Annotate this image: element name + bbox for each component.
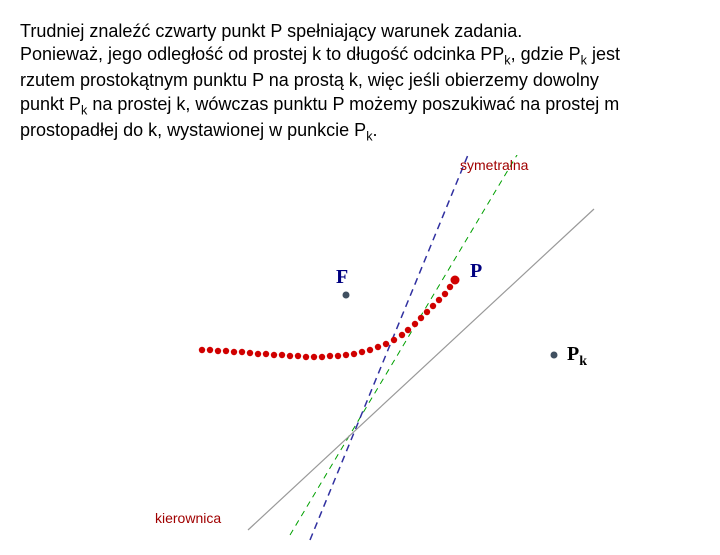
svg-text:F: F — [336, 266, 348, 288]
t4a: punkt P — [20, 94, 81, 114]
t3: rzutem prostokątnym punktu P na prostą k… — [20, 70, 599, 90]
diagram-svg: symetralna F P Pk kierownica — [20, 155, 700, 555]
svg-text:kierownica: kierownica — [155, 510, 221, 526]
t4b: na prostej k, wówczas punktu P możemy po… — [87, 94, 619, 114]
t2c: jest — [587, 44, 620, 64]
svg-text:symetralna: symetralna — [460, 157, 529, 173]
t1: Trudniej znaleźć czwarty punkt P spełnia… — [20, 21, 522, 41]
t5b: . — [372, 120, 377, 140]
svg-text:P: P — [470, 260, 482, 282]
description-text: Trudniej znaleźć czwarty punkt P spełnia… — [20, 20, 700, 145]
svg-text:Pk: Pk — [567, 343, 587, 369]
geometry-diagram: symetralna F P Pk kierownica — [20, 155, 700, 535]
t5a: prostopadłej do k, wystawionej w punkcie… — [20, 120, 366, 140]
t2a: Ponieważ, jego odległość od prostej k to… — [20, 44, 504, 64]
t2b: , gdzie P — [511, 44, 581, 64]
